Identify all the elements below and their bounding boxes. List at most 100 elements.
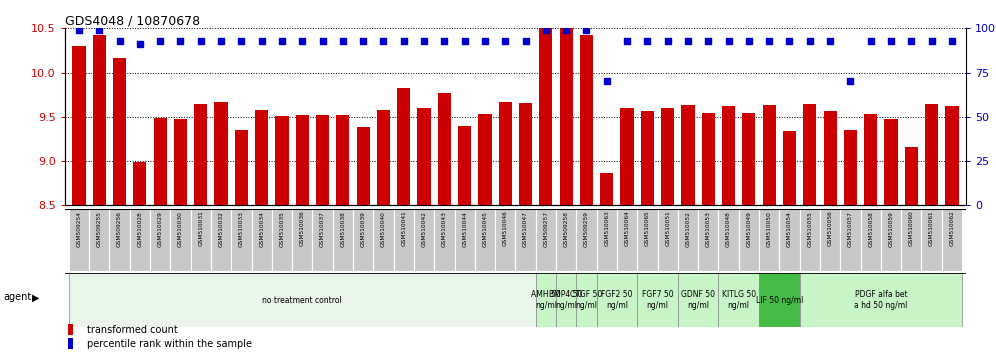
FancyBboxPatch shape	[880, 209, 901, 271]
Point	[680, 38, 696, 44]
Bar	[601, 173, 614, 205]
Point	[620, 38, 635, 44]
Bar	[458, 126, 471, 205]
Point	[457, 38, 473, 44]
Text: GSM509257: GSM509257	[544, 211, 549, 247]
Point	[923, 38, 939, 44]
FancyBboxPatch shape	[353, 209, 374, 271]
Point	[700, 38, 716, 44]
Text: GSM510051: GSM510051	[665, 211, 670, 246]
Point	[274, 38, 290, 44]
FancyBboxPatch shape	[556, 209, 577, 271]
Text: no treatment control: no treatment control	[262, 296, 343, 304]
Point	[761, 38, 777, 44]
Point	[375, 38, 391, 44]
Bar	[759, 273, 800, 327]
Bar	[904, 147, 918, 205]
Bar	[133, 162, 146, 205]
Bar	[153, 118, 166, 205]
Bar	[556, 273, 577, 327]
FancyBboxPatch shape	[252, 209, 272, 271]
FancyBboxPatch shape	[861, 209, 880, 271]
Text: GSM510056: GSM510056	[828, 211, 833, 246]
Text: GSM510033: GSM510033	[239, 211, 244, 247]
Text: GSM510054: GSM510054	[787, 211, 792, 247]
FancyBboxPatch shape	[190, 209, 211, 271]
Text: GSM510050: GSM510050	[767, 211, 772, 247]
Text: GSM510064: GSM510064	[624, 211, 629, 246]
Point	[538, 27, 554, 33]
FancyBboxPatch shape	[231, 209, 252, 271]
Point	[172, 38, 188, 44]
Point	[883, 38, 899, 44]
FancyBboxPatch shape	[150, 209, 170, 271]
Bar	[539, 28, 553, 205]
Text: GSM510047: GSM510047	[523, 211, 528, 247]
Text: GSM510044: GSM510044	[462, 211, 467, 247]
Bar	[640, 110, 654, 205]
Bar	[560, 28, 573, 205]
Text: ▶: ▶	[32, 292, 40, 302]
FancyBboxPatch shape	[89, 209, 110, 271]
Point	[659, 38, 675, 44]
Point	[335, 38, 351, 44]
Bar	[255, 110, 268, 205]
Point	[944, 38, 960, 44]
Point	[213, 38, 229, 44]
Bar	[621, 108, 633, 205]
FancyBboxPatch shape	[434, 209, 454, 271]
Text: LIF 50 ng/ml: LIF 50 ng/ml	[756, 296, 803, 304]
Bar	[742, 113, 756, 205]
FancyBboxPatch shape	[718, 209, 739, 271]
FancyBboxPatch shape	[617, 209, 637, 271]
Bar	[275, 116, 289, 205]
FancyBboxPatch shape	[515, 209, 536, 271]
FancyBboxPatch shape	[597, 209, 617, 271]
FancyBboxPatch shape	[820, 209, 841, 271]
Bar	[113, 58, 126, 205]
Point	[802, 38, 818, 44]
Text: CTGF 50
ng/ml: CTGF 50 ng/ml	[571, 290, 603, 310]
Bar	[637, 273, 678, 327]
Text: GSM510030: GSM510030	[178, 211, 183, 247]
Text: AMH 50
ng/ml: AMH 50 ng/ml	[531, 290, 561, 310]
Text: GSM510058: GSM510058	[869, 211, 873, 247]
Point	[721, 38, 737, 44]
Bar	[174, 119, 187, 205]
Text: GSM509254: GSM509254	[77, 211, 82, 247]
Bar	[925, 103, 938, 205]
Bar	[824, 110, 837, 205]
Point	[254, 38, 270, 44]
Point	[782, 38, 798, 44]
Text: GSM510046: GSM510046	[503, 211, 508, 246]
Text: GSM510057: GSM510057	[848, 211, 853, 247]
Point	[741, 38, 757, 44]
Bar	[718, 273, 759, 327]
FancyBboxPatch shape	[475, 209, 495, 271]
Text: percentile rank within the sample: percentile rank within the sample	[88, 339, 252, 349]
Point	[436, 38, 452, 44]
Bar	[417, 108, 430, 205]
Text: GSM510041: GSM510041	[401, 211, 406, 246]
Text: GSM510060: GSM510060	[908, 211, 913, 246]
Text: GDNF 50
ng/ml: GDNF 50 ng/ml	[681, 290, 715, 310]
Point	[497, 38, 513, 44]
FancyBboxPatch shape	[454, 209, 475, 271]
Bar	[800, 273, 962, 327]
Text: GSM510055: GSM510055	[808, 211, 813, 247]
Text: GDS4048 / 10870678: GDS4048 / 10870678	[65, 14, 200, 27]
FancyBboxPatch shape	[110, 209, 129, 271]
FancyBboxPatch shape	[374, 209, 393, 271]
FancyBboxPatch shape	[678, 209, 698, 271]
Bar	[681, 105, 694, 205]
Point	[822, 38, 838, 44]
Bar	[93, 34, 106, 205]
Text: GSM509259: GSM509259	[584, 211, 589, 247]
Point	[639, 38, 655, 44]
FancyBboxPatch shape	[495, 209, 515, 271]
FancyBboxPatch shape	[577, 209, 597, 271]
Text: GSM510036: GSM510036	[300, 211, 305, 246]
Bar	[73, 46, 86, 205]
Bar	[519, 103, 532, 205]
Text: GSM510039: GSM510039	[361, 211, 366, 247]
